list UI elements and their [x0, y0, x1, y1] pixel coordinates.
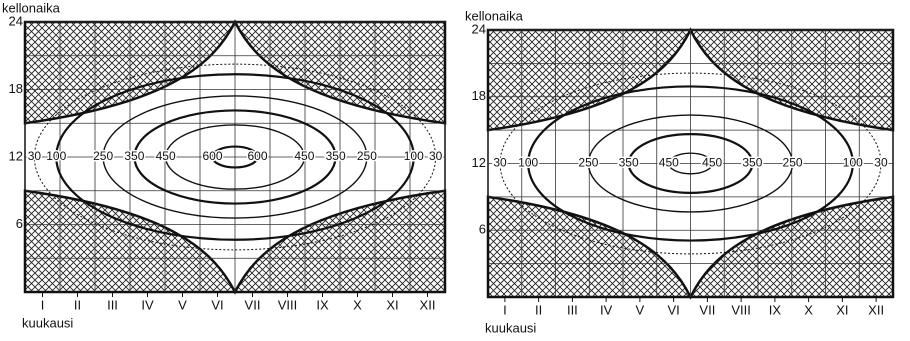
isoline-label: 100 [404, 149, 424, 163]
isoline [55, 73, 415, 241]
x-tick-label: VIII [731, 302, 751, 317]
x-tick-label: VI [211, 297, 223, 312]
x-tick-label: IX [316, 297, 329, 312]
x-tick-label: VIII [278, 297, 298, 312]
isoline-label: 350 [124, 149, 144, 163]
isoline-label: 250 [783, 156, 803, 170]
isoline-label: 250 [357, 149, 377, 163]
x-tick-label: III [567, 302, 578, 317]
isoline-label: 450 [702, 156, 722, 170]
isoline [499, 72, 882, 255]
y-tick-label: 12 [9, 148, 23, 163]
isoline-label: 30 [493, 156, 507, 170]
isoline-label: 600 [202, 149, 222, 163]
x-tick-label: VII [245, 297, 261, 312]
isoline-label: 100 [518, 156, 538, 170]
isoline [164, 124, 306, 190]
x-tick-label: X [804, 302, 813, 317]
x-tick-label: II [535, 302, 542, 317]
isoline-label: 350 [742, 156, 762, 170]
isoline [527, 85, 854, 242]
isoline [133, 109, 337, 205]
y-axis-label: kellonaika [2, 0, 61, 15]
isoline [102, 95, 368, 219]
isoline [627, 133, 754, 194]
isoline [587, 114, 794, 213]
y-tick-label: 18 [9, 81, 23, 96]
isoline-label: 250 [578, 156, 598, 170]
y-tick-label: 24 [472, 21, 486, 36]
x-tick-label: XI [386, 297, 398, 312]
x-tick-label: X [353, 297, 362, 312]
isoline-label: 30 [874, 156, 888, 170]
isoline-label: 30 [28, 149, 42, 163]
x-tick-label: V [636, 302, 645, 317]
x-tick-label: V [178, 297, 187, 312]
y-tick-label: 18 [472, 88, 486, 103]
x-tick-label: II [74, 297, 81, 312]
isoline-label: 600 [247, 149, 267, 163]
y-tick-label: 6 [479, 222, 486, 237]
isoline-label: 100 [46, 149, 66, 163]
isoline-label: 350 [619, 156, 639, 170]
x-tick-label: XI [836, 302, 848, 317]
x-tick-label: IV [141, 297, 154, 312]
y-tick-label: 24 [9, 13, 23, 28]
x-tick-label: I [41, 297, 45, 312]
y-axis-label: kellonaika [465, 8, 524, 23]
isoline-label: 100 [843, 156, 863, 170]
isoline-label: 450 [156, 149, 176, 163]
x-tick-label: IV [600, 302, 613, 317]
y-tick-label: 6 [16, 216, 23, 231]
isoline-label: 250 [93, 149, 113, 163]
x-tick-label: XII [868, 302, 884, 317]
x-axis-label: kuukausi [22, 315, 73, 330]
isoline [33, 63, 437, 251]
x-tick-label: IX [769, 302, 782, 317]
isoline-label: 450 [294, 149, 314, 163]
x-axis-label: kuukausi [485, 320, 536, 335]
isoline-label: 450 [659, 156, 679, 170]
isoline [211, 145, 259, 169]
x-tick-label: VII [699, 302, 715, 317]
x-tick-label: I [503, 302, 507, 317]
isoline [668, 152, 713, 175]
isoline-label: 30 [429, 149, 443, 163]
x-tick-label: XII [420, 297, 436, 312]
x-tick-label: III [107, 297, 118, 312]
x-tick-label: VI [667, 302, 679, 317]
isoline-label: 350 [326, 149, 346, 163]
y-tick-label: 12 [472, 155, 486, 170]
